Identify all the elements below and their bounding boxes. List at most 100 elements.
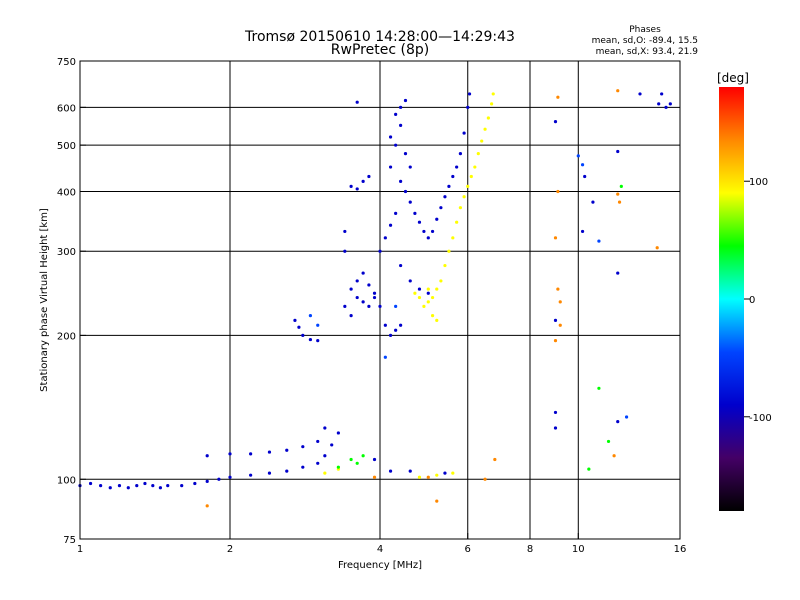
data-point bbox=[383, 355, 387, 359]
data-point bbox=[447, 184, 451, 188]
x-axis-label: Frequency [MHz] bbox=[338, 560, 422, 571]
data-point bbox=[597, 239, 601, 243]
data-point bbox=[435, 473, 439, 477]
data-point bbox=[455, 220, 459, 224]
data-point bbox=[591, 200, 595, 204]
data-point bbox=[285, 469, 289, 473]
data-point bbox=[556, 189, 560, 194]
chart-subtitle: RwPretec (8p) bbox=[331, 42, 429, 58]
data-point bbox=[466, 105, 470, 109]
data-point bbox=[558, 323, 562, 327]
y-tick-label: 100 bbox=[57, 475, 76, 486]
data-point bbox=[616, 149, 620, 154]
data-point bbox=[135, 484, 139, 488]
data-point bbox=[399, 123, 403, 127]
data-point bbox=[458, 206, 463, 210]
data-point bbox=[388, 165, 393, 169]
data-point bbox=[451, 174, 455, 179]
data-point bbox=[88, 481, 93, 486]
data-point bbox=[462, 131, 466, 135]
data-point bbox=[476, 152, 480, 156]
data-point bbox=[657, 102, 661, 106]
data-point bbox=[394, 304, 398, 308]
data-point bbox=[616, 271, 620, 275]
x-tick-label: 16 bbox=[674, 544, 687, 555]
data-point bbox=[249, 452, 253, 456]
x-tick-label: 1 bbox=[77, 544, 83, 555]
data-point bbox=[583, 174, 587, 179]
data-point bbox=[443, 471, 447, 475]
data-point bbox=[619, 184, 623, 188]
data-point bbox=[655, 246, 659, 250]
data-point bbox=[372, 291, 377, 295]
data-point bbox=[430, 229, 435, 234]
data-point bbox=[435, 217, 439, 221]
data-point bbox=[443, 195, 447, 199]
data-point bbox=[435, 499, 439, 503]
data-point bbox=[469, 174, 473, 179]
data-points bbox=[78, 89, 672, 508]
data-point bbox=[408, 165, 412, 169]
data-point bbox=[403, 189, 408, 194]
data-point bbox=[372, 295, 377, 300]
data-point bbox=[301, 465, 305, 469]
data-point bbox=[451, 236, 455, 240]
data-point bbox=[383, 236, 387, 240]
phase-stats-header: Phases bbox=[629, 25, 661, 35]
data-point bbox=[399, 105, 403, 109]
data-point bbox=[668, 102, 672, 106]
data-point bbox=[343, 304, 347, 308]
data-point bbox=[451, 471, 455, 475]
data-point bbox=[355, 187, 359, 191]
data-point bbox=[624, 415, 629, 419]
data-point bbox=[490, 102, 494, 106]
data-point bbox=[426, 475, 430, 479]
data-point bbox=[228, 452, 232, 456]
data-point bbox=[378, 249, 382, 253]
data-point bbox=[151, 484, 155, 488]
data-point bbox=[417, 475, 422, 479]
data-point bbox=[316, 461, 320, 465]
data-point bbox=[267, 450, 272, 454]
x-tick-label: 2 bbox=[227, 544, 233, 555]
colorbar-label: [deg] bbox=[717, 71, 749, 85]
data-point bbox=[367, 283, 371, 287]
colorbar-tick-label: -100 bbox=[749, 413, 772, 424]
data-point bbox=[553, 410, 558, 415]
colorbar-tick-label: 100 bbox=[749, 177, 768, 188]
y-tick-label: 400 bbox=[57, 187, 76, 198]
data-point bbox=[408, 200, 412, 204]
colorbar bbox=[719, 87, 744, 511]
data-point bbox=[361, 271, 365, 275]
data-point bbox=[638, 92, 642, 96]
data-point bbox=[361, 179, 365, 183]
data-point bbox=[367, 174, 371, 179]
data-point bbox=[483, 477, 487, 481]
y-axis-label: Stationary phase Virtual Height [km] bbox=[39, 208, 50, 392]
data-point bbox=[616, 420, 620, 424]
y-tick-label: 200 bbox=[57, 331, 76, 342]
data-point bbox=[553, 120, 558, 124]
data-point bbox=[664, 105, 668, 109]
data-point bbox=[323, 454, 327, 458]
data-point bbox=[330, 443, 334, 447]
data-point bbox=[439, 279, 443, 283]
x-tick-label: 4 bbox=[377, 544, 383, 555]
data-point bbox=[316, 339, 320, 343]
data-point bbox=[462, 195, 466, 199]
y-tick-label: 600 bbox=[57, 103, 76, 114]
data-point bbox=[455, 165, 459, 169]
data-point bbox=[217, 477, 221, 481]
data-point bbox=[158, 486, 163, 490]
data-point bbox=[426, 236, 430, 240]
data-point bbox=[430, 314, 435, 318]
data-point bbox=[553, 236, 558, 240]
data-point bbox=[576, 154, 580, 158]
data-point bbox=[108, 486, 112, 490]
data-point bbox=[316, 439, 320, 444]
data-point bbox=[285, 448, 289, 452]
data-point bbox=[388, 333, 393, 337]
y-tick-label: 300 bbox=[57, 247, 76, 258]
data-point bbox=[558, 300, 562, 304]
data-point bbox=[249, 473, 253, 477]
